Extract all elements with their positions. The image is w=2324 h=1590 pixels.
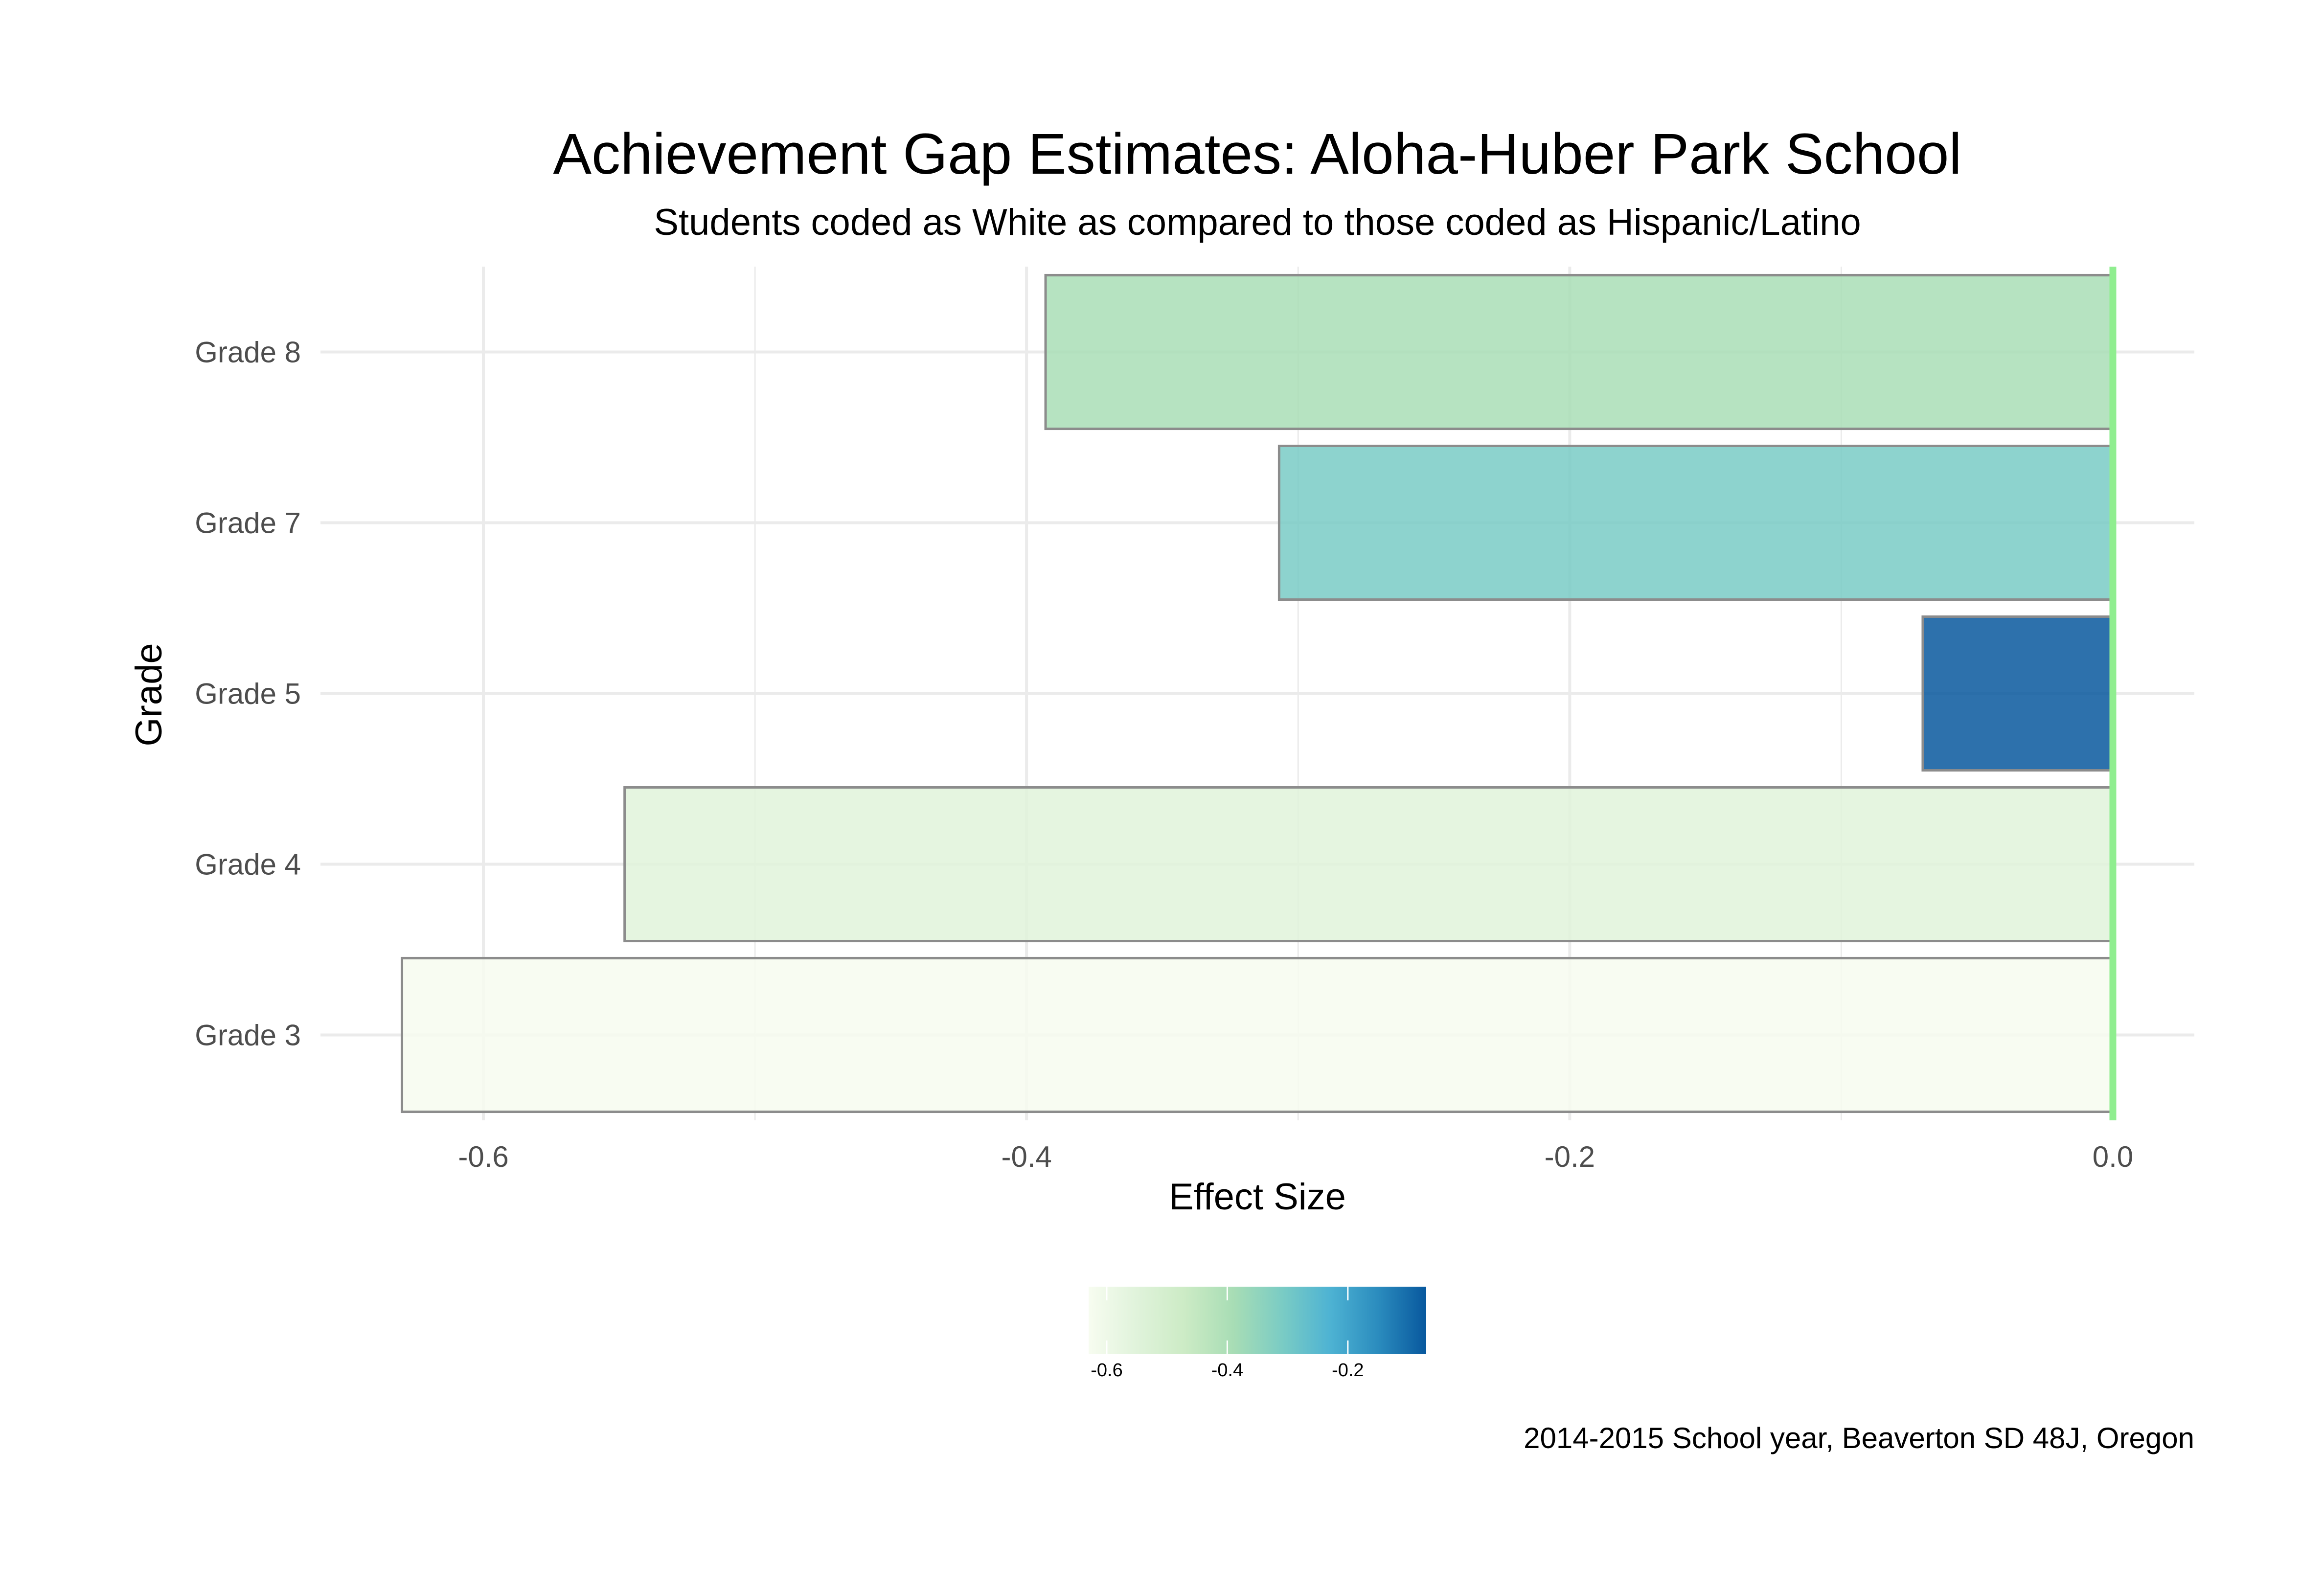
bar xyxy=(1277,444,2114,601)
x-tick-label: -0.4 xyxy=(1001,1140,1051,1173)
colorbar-tick-label: -0.2 xyxy=(1332,1360,1364,1381)
bar xyxy=(623,786,2114,943)
bar xyxy=(401,956,2114,1113)
y-tick-label: Grade 8 xyxy=(195,336,301,369)
x-axis-title: Effect Size xyxy=(1169,1176,1346,1218)
colorbar-tick-label: -0.6 xyxy=(1091,1360,1122,1381)
colorbar-legend: -0.6 -0.4 -0.2 xyxy=(1089,1287,1426,1381)
bar xyxy=(1921,615,2114,772)
colorbar-tick-label: -0.4 xyxy=(1211,1360,1243,1381)
colorbar xyxy=(1089,1287,1426,1354)
y-axis-title: Grade xyxy=(128,643,170,746)
y-tick-label: Grade 3 xyxy=(195,1019,301,1052)
bars xyxy=(401,273,2114,1113)
y-tick-label: Grade 5 xyxy=(195,678,301,710)
chart-caption: 2014-2015 School year, Beaverton SD 48J,… xyxy=(1524,1422,2194,1454)
chart-title: Achievement Gap Estimates: Aloha-Huber P… xyxy=(553,122,1961,186)
y-tick-label: Grade 4 xyxy=(195,848,301,881)
chart-subtitle: Students coded as White as compared to t… xyxy=(654,202,1861,243)
x-tick-label: -0.6 xyxy=(458,1140,508,1173)
x-tick-label: 0.0 xyxy=(2093,1140,2133,1173)
bar xyxy=(1044,273,2114,431)
x-tick-label: -0.2 xyxy=(1545,1140,1595,1173)
y-tick-label: Grade 7 xyxy=(195,507,301,540)
axes: -0.6 -0.4 -0.2 0.0 Grade 8 Grade 7 Grade 5 Grad… xyxy=(195,336,2133,1174)
